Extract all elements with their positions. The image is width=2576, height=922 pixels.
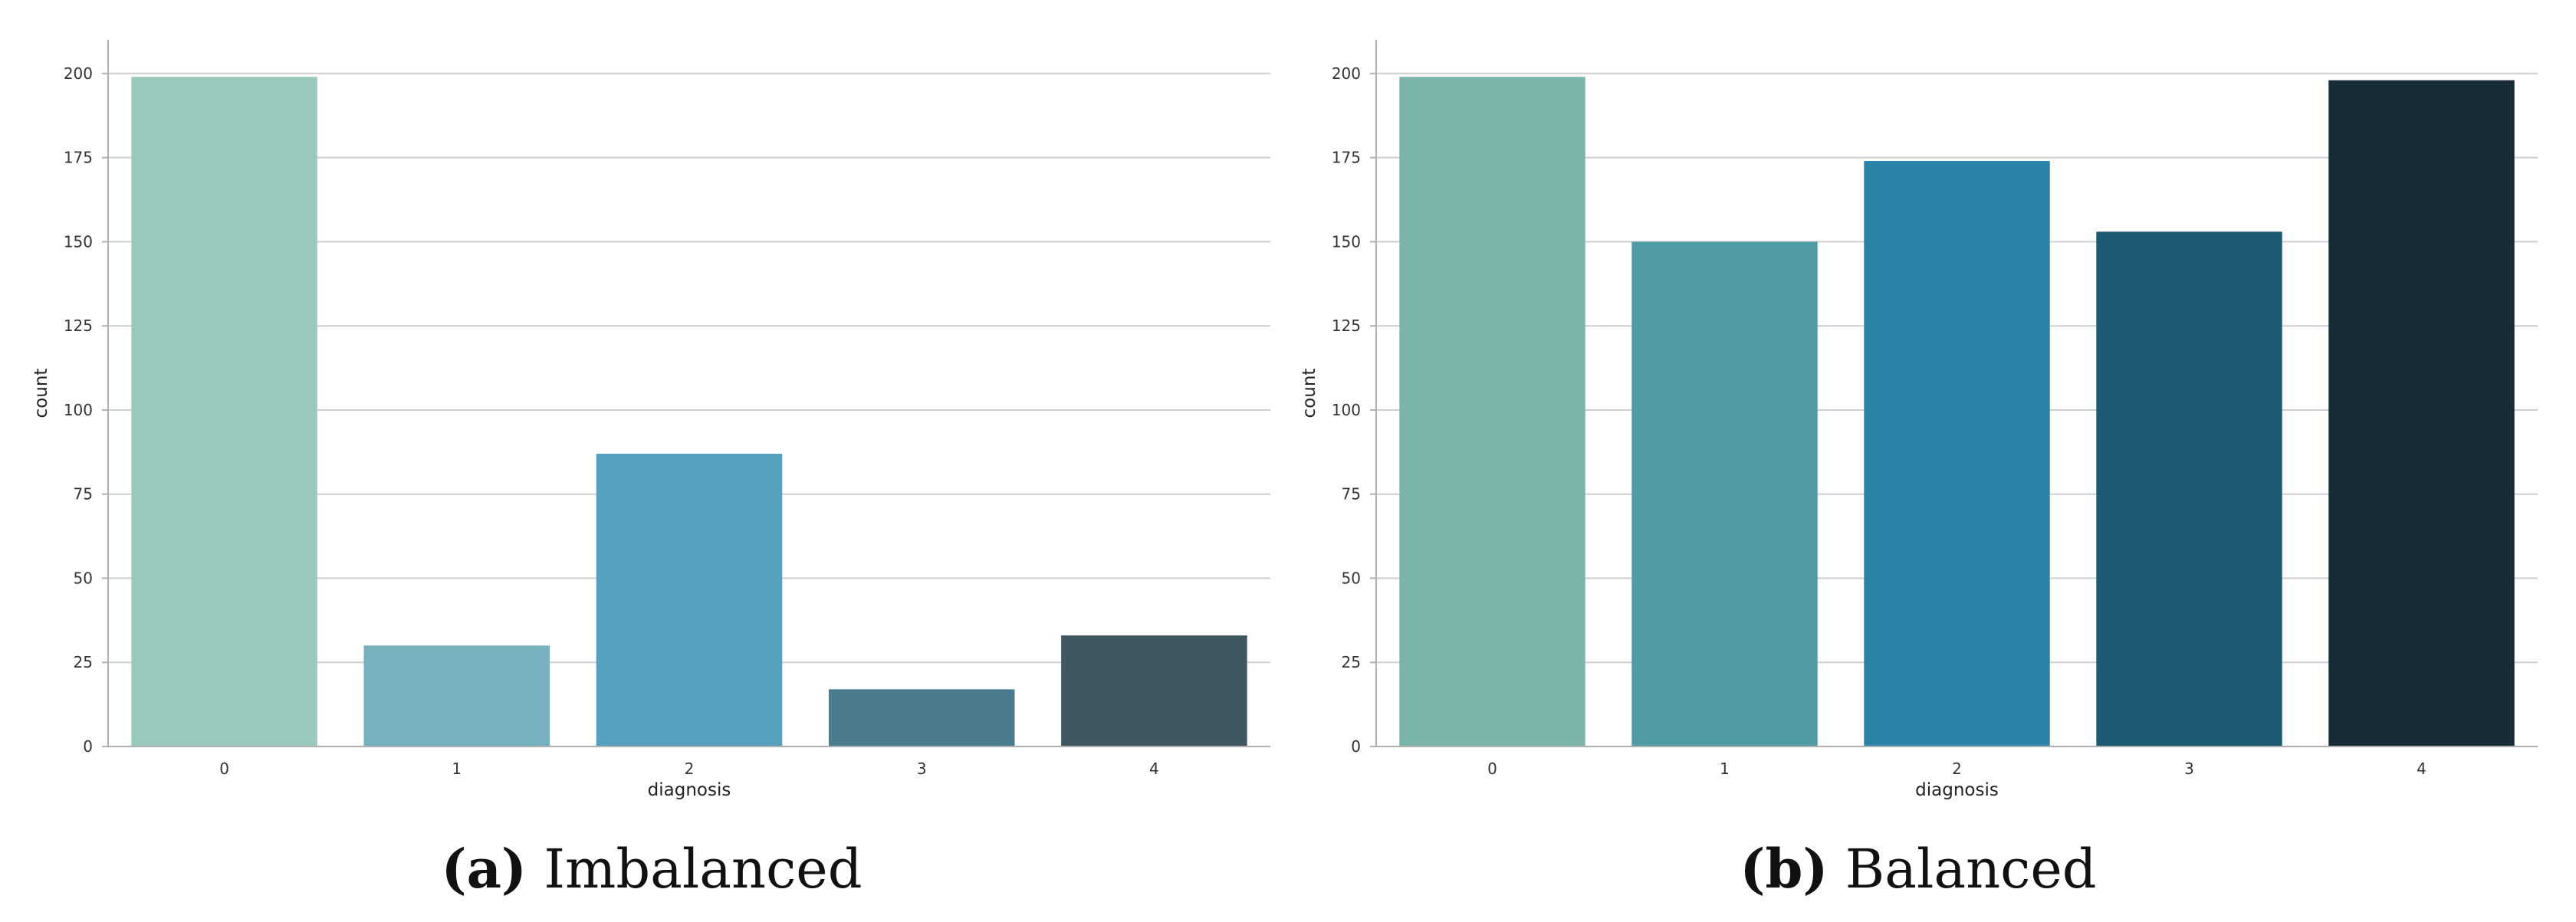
bar-4 (1061, 635, 1247, 746)
x-tick-label: 1 (1720, 760, 1730, 778)
x-tick-label: 1 (452, 760, 462, 778)
panel-caption: (b) Balanced (1740, 837, 2096, 901)
y-tick-label: 50 (74, 569, 93, 587)
y-tick-label: 100 (1332, 401, 1361, 419)
y-tick-label: 25 (74, 653, 93, 671)
y-tick-label: 100 (64, 401, 93, 419)
bar-0 (131, 77, 317, 747)
y-axis-label: count (31, 369, 51, 418)
y-tick-label: 125 (64, 317, 93, 335)
bar-2 (1864, 161, 2050, 747)
y-tick-label: 150 (64, 232, 93, 251)
y-tick-label: 150 (1332, 232, 1361, 251)
bar-1 (363, 645, 550, 746)
y-tick-label: 175 (1332, 149, 1361, 167)
x-tick-label: 3 (2184, 760, 2194, 778)
chart-panel-0: 0 25 50 75 100 125 150 175 200 0 1 2 3 4 diagnosis coun… (31, 40, 1270, 901)
x-tick-label: 2 (685, 760, 695, 778)
x-tick-label: 0 (1487, 760, 1497, 778)
y-tick-label: 200 (64, 64, 93, 83)
y-axis-label: count (1300, 369, 1319, 418)
y-tick-label: 75 (74, 485, 93, 504)
bar-3 (828, 689, 1015, 746)
bar-2 (596, 454, 783, 746)
y-tick-label: 25 (1342, 653, 1361, 671)
y-tick-label: 200 (1332, 64, 1361, 83)
panel-label: (a) (441, 837, 527, 901)
y-tick-label: 125 (1332, 317, 1361, 335)
bar-3 (2096, 231, 2282, 746)
y-tick-label: 0 (1351, 737, 1361, 756)
x-tick-label: 4 (1149, 760, 1159, 778)
chart-panel-1: 0 25 50 75 100 125 150 175 200 0 1 2 3 4 diagnosis coun… (1300, 40, 2538, 901)
bar-4 (2328, 80, 2515, 746)
y-tick-label: 175 (64, 149, 93, 167)
panel-caption-text: Balanced (1829, 838, 2097, 901)
x-tick-label: 4 (2417, 760, 2426, 778)
bar-1 (1631, 241, 1818, 746)
x-tick-label: 2 (1952, 760, 1962, 778)
y-tick-label: 75 (1342, 485, 1361, 504)
panel-caption: (a) Imbalanced (441, 837, 862, 901)
x-axis-label: diagnosis (1915, 780, 1999, 800)
panel-label: (b) (1740, 837, 1828, 901)
y-tick-label: 50 (1342, 569, 1361, 587)
panel-caption-text: Imbalanced (527, 838, 862, 901)
y-tick-label: 0 (83, 737, 93, 756)
x-tick-label: 3 (917, 760, 927, 778)
x-tick-label: 0 (219, 760, 229, 778)
bar-0 (1399, 77, 1585, 747)
x-axis-label: diagnosis (648, 780, 731, 800)
